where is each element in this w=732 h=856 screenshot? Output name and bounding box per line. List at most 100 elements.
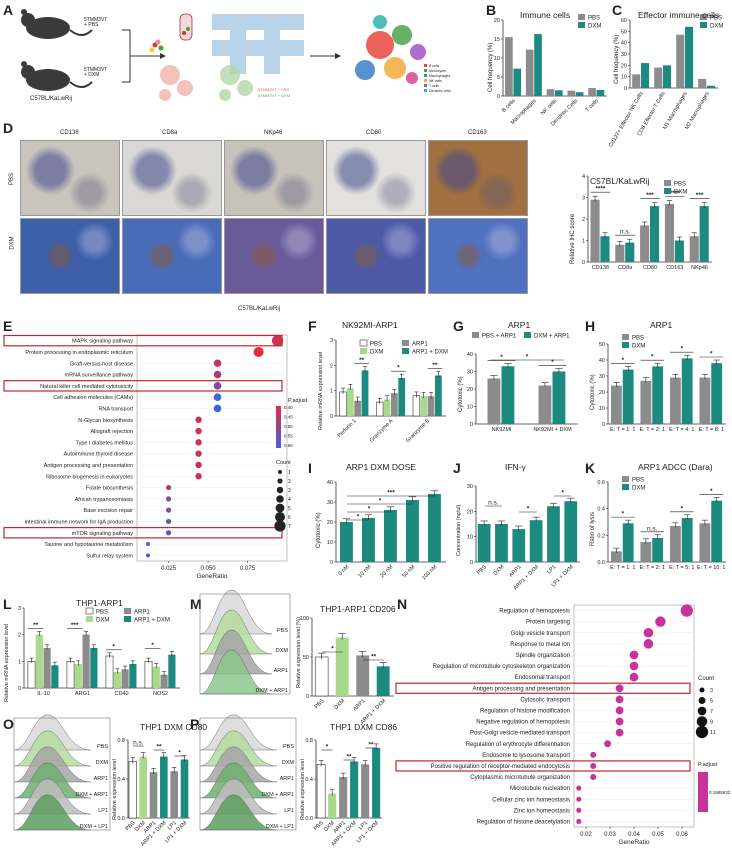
panel-d-cat-label: NKp46	[691, 265, 708, 271]
panel-n-count-title: Count	[698, 676, 714, 682]
panel-d-ytick-label: 2	[582, 217, 585, 223]
ihc-image-tile	[224, 218, 324, 294]
panel-d-chart-title: C57BL/KaLwRij	[590, 176, 650, 186]
ihc-image-tile	[20, 140, 120, 216]
panel-b-bar	[534, 34, 542, 96]
ihc-image-tile	[224, 140, 324, 216]
panel-b-legend-item: PBS	[588, 16, 600, 22]
panel-p-hist-label: ARP1	[280, 776, 294, 782]
ihc-caption: C57BL/KaLwRij	[238, 306, 281, 312]
panel-b-bar	[588, 88, 596, 96]
panel-n-term-label: Positive regulation of receptor-mediated…	[431, 764, 570, 770]
panel-f-ytick-label: 2	[330, 363, 333, 369]
panel-k-bar	[610, 551, 622, 562]
panel-n-dot	[615, 717, 624, 726]
ihc-image-tile	[326, 218, 426, 294]
panel-m-hist-label: PBS	[277, 628, 288, 634]
panel-f-legend-b-swatch	[402, 348, 409, 354]
panel-g-sig-label: *	[500, 354, 503, 361]
panel-n-term-label: Cytoplasmic microtubule organization	[470, 775, 570, 781]
panel-m-sig-label: *	[331, 646, 334, 653]
panel-p-title: THP1 DXM CD86	[330, 722, 398, 732]
panel-b-ytick-label: 5	[497, 75, 500, 81]
panel-l-bar	[160, 674, 168, 688]
panel-g-ytick-label: 20	[467, 387, 473, 393]
panel-n-term-label: Regulation of histone deacetylation	[477, 819, 570, 825]
umap-legend-pbs: 5TMM3VT + PBS	[258, 87, 290, 92]
panel-e-count-tick: 3	[288, 488, 291, 494]
panel-h-legend-item: DXM	[632, 344, 645, 350]
panel-l-cat-label: CD40	[114, 691, 128, 697]
panel-i-sig-label: *	[379, 498, 382, 505]
panel-f-sig-label: **	[359, 357, 365, 364]
panel-n-xtick-label: 0.02	[580, 832, 592, 838]
panel-p-sig-label: **	[368, 742, 374, 749]
panel-e-pathway-label: RNA transport	[98, 406, 133, 412]
panel-n-dot	[643, 627, 654, 638]
panel-d-cat-label: CD8a	[618, 265, 633, 271]
panel-e-dot	[195, 461, 202, 469]
panel-e-count-dot	[276, 495, 284, 503]
panel-o-sig-label: *	[178, 750, 181, 757]
panel-n-dot	[576, 818, 582, 824]
panel-p-ytick-label: 0.0	[305, 816, 313, 822]
panel-c-bar	[632, 74, 641, 88]
panel-f-ytick-label: 0	[330, 414, 333, 420]
panel-j-ylabel: Concentration (ng/ul)	[456, 504, 462, 556]
ihc-image-tile	[428, 140, 528, 216]
panel-l-sig-label: **	[33, 622, 39, 629]
panel-o-hist-label: DXM + LP1	[80, 824, 108, 830]
panel-e-count-tick: 7	[288, 524, 291, 530]
panel-e-count-tick: 4	[288, 497, 291, 503]
panel-n-xtick-label: 0.05	[652, 832, 664, 838]
panel-k-bar	[699, 523, 711, 562]
panel-d-cat-label: CD80	[643, 265, 657, 271]
panel-p-sig-label: *	[326, 744, 329, 751]
panel-f-bar	[347, 388, 354, 416]
panel-b-bar	[525, 49, 534, 96]
panel-e-p-tick: 0.55	[284, 434, 293, 439]
panel-p-bar	[339, 777, 348, 818]
panel-j-title: IFN-γ	[505, 462, 526, 472]
panel-p-bar	[328, 793, 337, 818]
panel-b-bar	[555, 90, 563, 96]
strain-label: C57BL/KaLwRij	[30, 96, 73, 102]
panel-j-ytick-label: 0	[470, 560, 473, 566]
panel-n-term-label: Golgi vesicle transport	[511, 631, 571, 637]
panel-h-ytick-label: 30	[599, 374, 605, 380]
panel-l-bar	[152, 666, 160, 688]
panel-e-pathway-label: Graft-versus-host disease	[70, 361, 133, 367]
panel-i-bar	[428, 494, 441, 562]
panel-b-ytick-label: 15	[494, 37, 500, 43]
panel-label-m: M	[190, 596, 202, 612]
panel-n-term-label: Post-Golgi vesicle-mediated transport	[470, 731, 570, 737]
panel-b-cat-label: B cells	[501, 98, 517, 114]
panel-c-ytick-label: 60	[621, 18, 627, 24]
panel-f-bar	[361, 370, 369, 416]
panel-i-bar	[362, 518, 375, 562]
panel-n-dot	[680, 604, 693, 617]
panel-h-cat-label: E: T = 8: 1	[699, 427, 724, 433]
ihc-image-tile	[428, 218, 528, 294]
panel-c-ytick-label: 20	[621, 63, 627, 69]
panel-f-legend-b-item: ARP1	[412, 342, 428, 348]
panel-e-dot	[213, 404, 222, 413]
panel-n-plot-frame	[573, 604, 695, 828]
panel-n-dot	[576, 785, 582, 791]
panel-k-ylabel: Ratio of lysis	[590, 511, 596, 546]
panel-e-count-dot	[277, 478, 283, 484]
panel-e-p-tick: 0.40	[284, 405, 293, 410]
panel-l-bar	[90, 648, 98, 688]
panel-e-pathway-label: Folate biosynthesis	[86, 486, 133, 492]
panel-e-count-tick: 5	[288, 506, 291, 512]
panel-c-cat-label: Cd127+ Effector NK Cells	[608, 91, 645, 149]
panel-g-bar	[501, 366, 515, 424]
panel-n-dot	[643, 639, 654, 649]
panel-l-sig-label: ***	[71, 622, 79, 629]
panel-f-bar	[391, 393, 398, 416]
panel-n-dot	[590, 774, 597, 781]
panel-j-cat-label: PBS	[476, 564, 488, 576]
panel-k-legend-item: PBS	[632, 478, 644, 484]
panel-n-term-label: Microtubule nucleation	[510, 786, 570, 792]
